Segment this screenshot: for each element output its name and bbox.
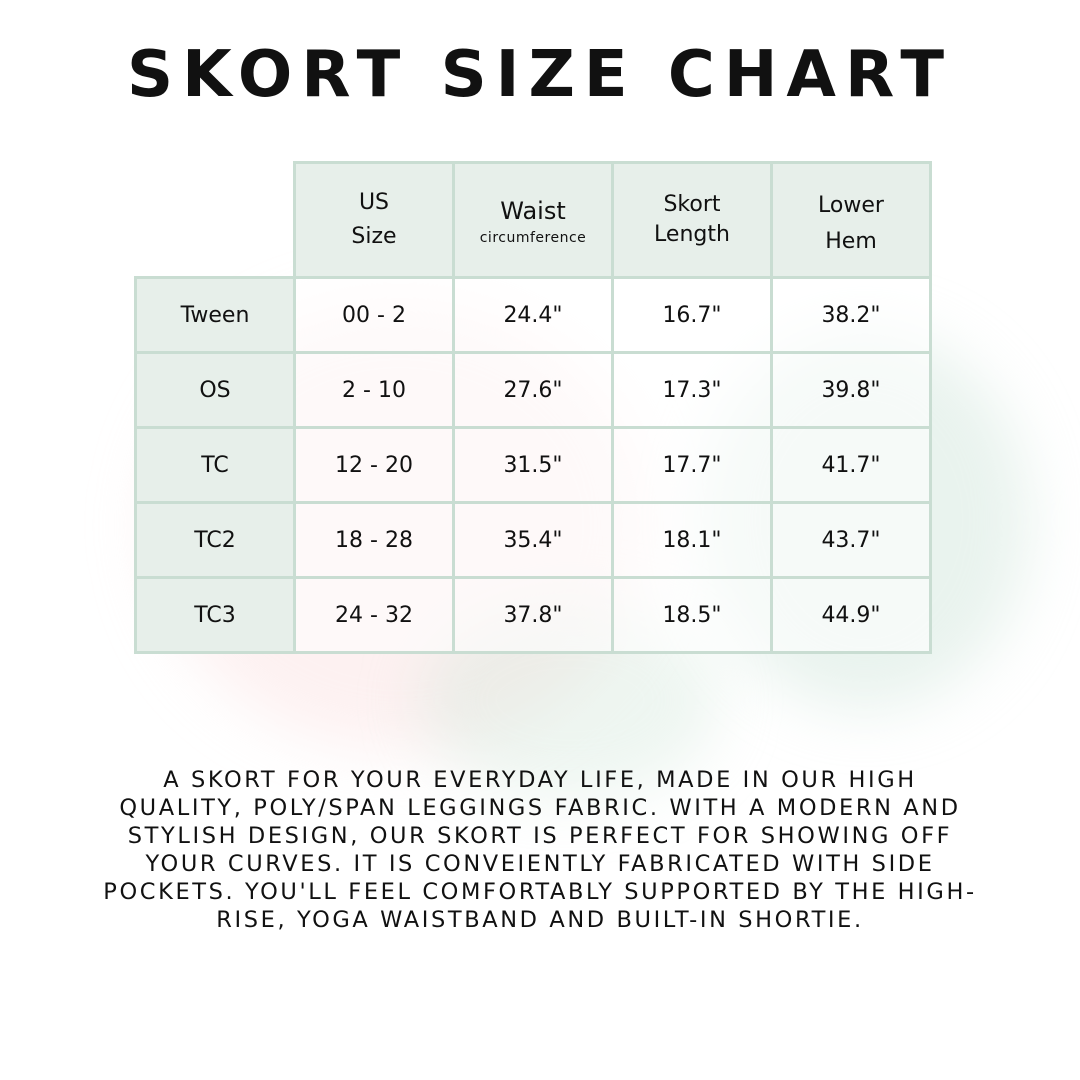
table-row: Tween 00 - 2 24.4" 16.7" 38.2" bbox=[134, 276, 932, 354]
cell-us-size: 2 - 10 bbox=[293, 351, 455, 429]
table-row: OS 2 - 10 27.6" 17.3" 39.8" bbox=[134, 351, 932, 429]
cell-hem: 41.7" bbox=[770, 426, 932, 504]
table-row: TC2 18 - 28 35.4" 18.1" 43.7" bbox=[134, 501, 932, 579]
cell-length: 17.7" bbox=[611, 426, 773, 504]
cell-hem: 43.7" bbox=[770, 501, 932, 579]
table-row: TC 12 - 20 31.5" 17.7" 41.7" bbox=[134, 426, 932, 504]
header-lower-hem: Lower Hem bbox=[770, 161, 932, 279]
page-title: SKORT SIZE CHART bbox=[127, 38, 953, 112]
header-waist: Waist circumference bbox=[452, 161, 614, 279]
cell-waist: 31.5" bbox=[452, 426, 614, 504]
product-description: A skort for your everyday life, made in … bbox=[103, 767, 977, 933]
header-skort-length: Skort Length bbox=[611, 161, 773, 279]
cell-length: 18.5" bbox=[611, 576, 773, 654]
cell-length: 16.7" bbox=[611, 276, 773, 354]
cell-hem: 39.8" bbox=[770, 351, 932, 429]
cell-us-size: 18 - 28 bbox=[293, 501, 455, 579]
row-label: Tween bbox=[134, 276, 296, 354]
row-label: TC bbox=[134, 426, 296, 504]
row-label: TC3 bbox=[134, 576, 296, 654]
cell-length: 17.3" bbox=[611, 351, 773, 429]
cell-length: 18.1" bbox=[611, 501, 773, 579]
cell-waist: 24.4" bbox=[452, 276, 614, 354]
table-header-row: US Size Waist circumference Skort Length Lo… bbox=[135, 161, 932, 279]
header-us-size: US Size bbox=[293, 161, 455, 279]
table-row: TC3 24 - 32 37.8" 18.5" 44.9" bbox=[134, 576, 932, 654]
row-label: OS bbox=[134, 351, 296, 429]
size-table: US Size Waist circumference Skort Length Lo… bbox=[134, 161, 932, 654]
cell-hem: 38.2" bbox=[770, 276, 932, 354]
cell-waist: 37.8" bbox=[452, 576, 614, 654]
corner-cell bbox=[135, 162, 296, 279]
row-label: TC2 bbox=[134, 501, 296, 579]
cell-us-size: 12 - 20 bbox=[293, 426, 455, 504]
cell-us-size: 00 - 2 bbox=[293, 276, 455, 354]
cell-hem: 44.9" bbox=[770, 576, 932, 654]
cell-waist: 27.6" bbox=[452, 351, 614, 429]
cell-us-size: 24 - 32 bbox=[293, 576, 455, 654]
cell-waist: 35.4" bbox=[452, 501, 614, 579]
